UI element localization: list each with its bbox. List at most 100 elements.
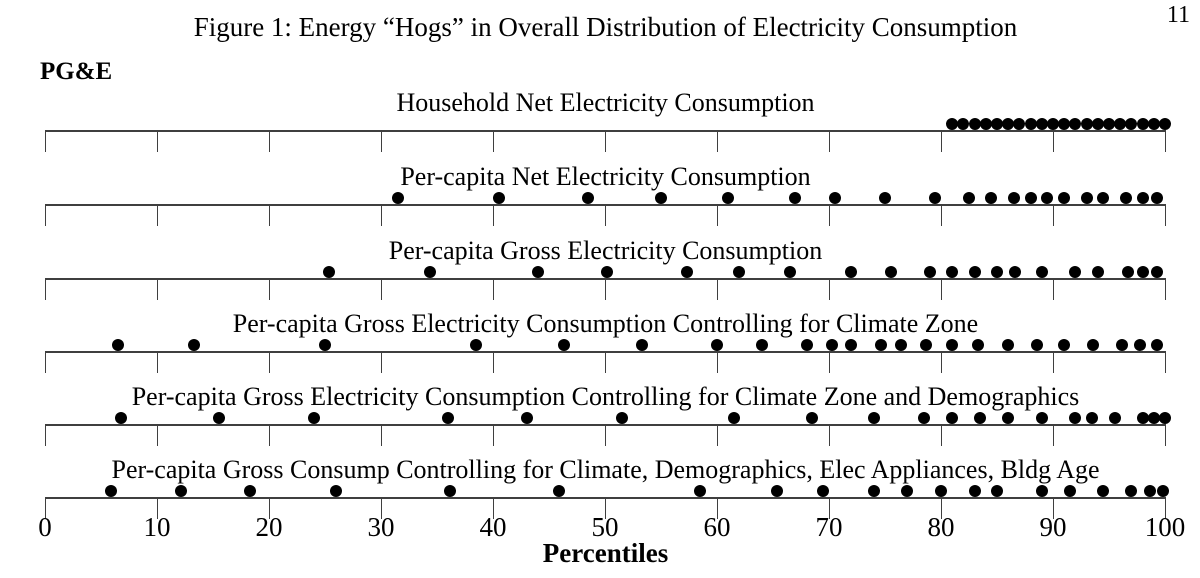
axis-tick (716, 497, 718, 519)
axis-tick (380, 424, 382, 446)
axis-tick (828, 497, 830, 519)
data-dot (1136, 411, 1149, 424)
axis-tick (44, 278, 46, 300)
data-dot (845, 265, 858, 278)
axis-tick (940, 278, 942, 300)
data-dot (789, 191, 802, 204)
data-dot (1002, 338, 1015, 351)
strip-title: Per-capita Gross Electricity Consumption… (232, 309, 979, 338)
data-dot (531, 265, 544, 278)
axis-tick (940, 424, 942, 446)
figure-title: Figure 1: Energy “Hogs” in Overall Distr… (193, 12, 1018, 42)
data-dot (111, 338, 124, 351)
data-dot (1125, 484, 1138, 497)
axis-tick (716, 351, 718, 373)
data-dot (985, 191, 998, 204)
axis-tick (380, 130, 382, 152)
data-dot (1069, 265, 1082, 278)
data-dot (1047, 117, 1059, 130)
axis-tick (604, 497, 606, 519)
data-dot (1031, 338, 1044, 351)
data-dot (946, 117, 959, 130)
data-dot (1108, 411, 1121, 424)
data-dot (1151, 265, 1164, 278)
axis-tick (828, 130, 830, 152)
axis-tick (156, 278, 158, 300)
data-dot (442, 411, 455, 424)
x-axis-tick-label: 90 (1039, 512, 1067, 542)
axis-tick (268, 351, 270, 373)
data-dot (391, 191, 404, 204)
data-dot (963, 191, 975, 204)
data-dot (755, 338, 768, 351)
axis-tick (156, 130, 158, 152)
data-dot (553, 484, 566, 497)
data-dot (771, 484, 784, 497)
x-axis-tick-label: 50 (591, 512, 619, 542)
data-dot (1144, 484, 1157, 497)
data-dot (1122, 265, 1135, 278)
axis-tick (1052, 130, 1054, 152)
axis-tick (940, 204, 942, 226)
axis-tick (604, 351, 606, 373)
axis-tick (828, 351, 830, 373)
data-dot (1035, 411, 1048, 424)
axis-tick (828, 278, 830, 300)
axis-tick (268, 204, 270, 226)
data-dot (946, 411, 959, 424)
data-dot (1069, 117, 1082, 130)
x-axis-tick-label: 20 (255, 512, 283, 542)
axis-line (45, 204, 1166, 206)
data-dot (1008, 265, 1021, 278)
axis-tick (1052, 351, 1054, 373)
data-dot (722, 191, 735, 204)
data-dot (1080, 191, 1093, 204)
axis-tick (44, 130, 46, 152)
axis-tick (828, 424, 830, 446)
axis-tick (1164, 351, 1166, 373)
data-dot (817, 484, 830, 497)
axis-tick (492, 130, 494, 152)
data-dot (243, 484, 256, 497)
data-dot (694, 484, 707, 497)
data-dot (1058, 338, 1071, 351)
data-dot (727, 411, 740, 424)
data-dot (601, 265, 614, 278)
data-dot (946, 265, 959, 278)
data-dot (1119, 191, 1132, 204)
data-dot (920, 338, 933, 351)
axis-tick (1052, 278, 1054, 300)
data-dot (1136, 191, 1149, 204)
data-dot (783, 265, 796, 278)
x-axis-tick-label: 80 (927, 512, 955, 542)
data-dot (867, 411, 880, 424)
axis-tick (44, 497, 46, 519)
data-dot (923, 265, 936, 278)
axis-tick (604, 424, 606, 446)
data-dot (1114, 117, 1127, 130)
data-dot (733, 265, 746, 278)
x-axis-tick-label: 0 (38, 512, 52, 542)
utility-label: PG&E (40, 58, 113, 85)
axis-tick (44, 424, 46, 446)
axis-line (45, 351, 1166, 353)
data-dot (1091, 117, 1104, 130)
axis-tick (1052, 204, 1054, 226)
axis-tick (604, 204, 606, 226)
data-dot (1086, 411, 1099, 424)
data-dot (655, 191, 667, 204)
data-dot (1024, 117, 1037, 130)
axis-tick (716, 278, 718, 300)
data-dot (968, 484, 981, 497)
data-dot (1103, 117, 1115, 130)
strip-title: Per-capita Gross Electricity Consumption (388, 236, 823, 265)
x-axis-tick-label: 100 (1144, 512, 1186, 542)
data-dot (1151, 338, 1164, 351)
data-dot (991, 117, 1003, 130)
data-dot (1136, 265, 1149, 278)
axis-tick (268, 278, 270, 300)
data-dot (615, 411, 628, 424)
axis-line (45, 278, 1166, 280)
data-dot (212, 411, 225, 424)
